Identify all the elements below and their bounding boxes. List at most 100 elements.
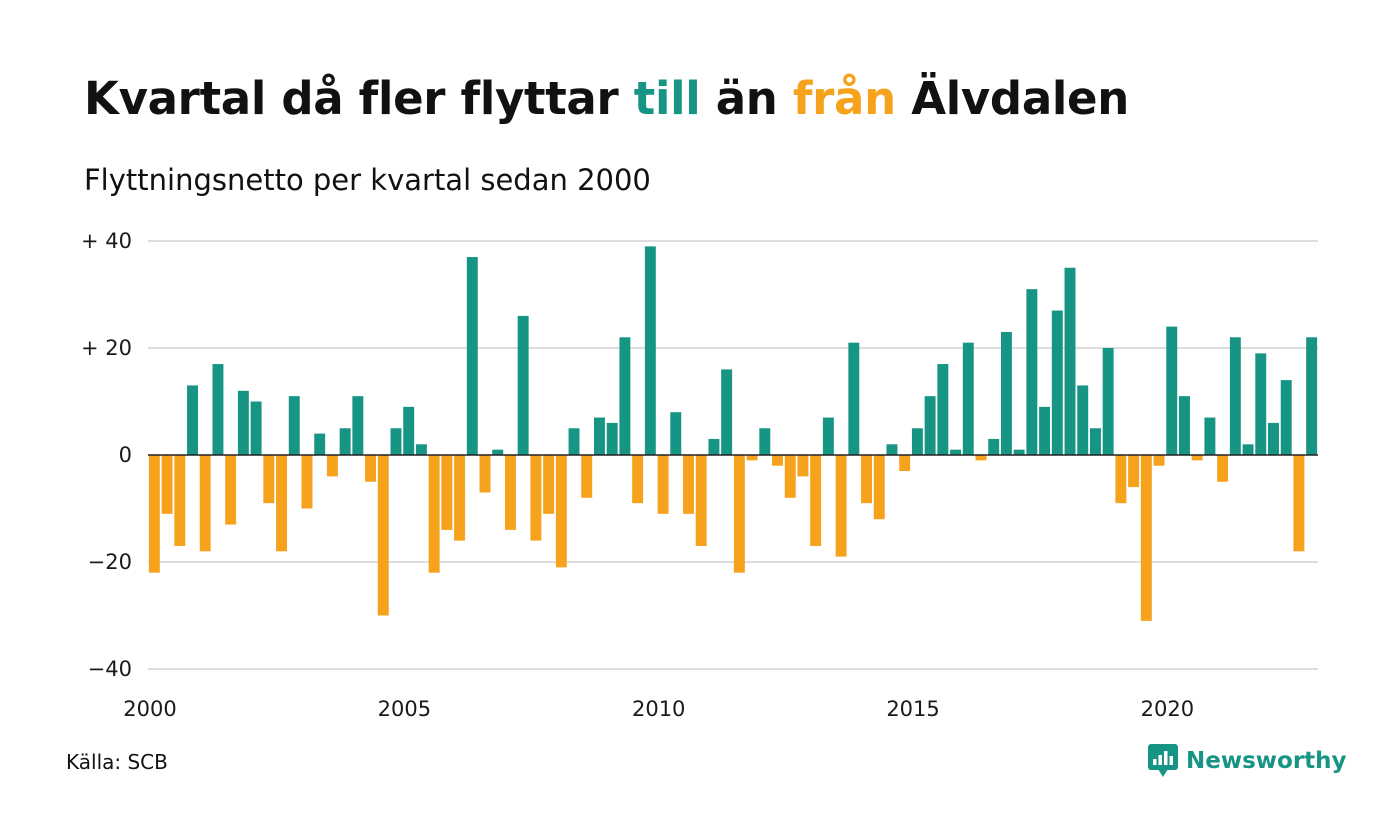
- bar: [530, 455, 542, 541]
- y-axis-tick-labels: + 40 + 20 0 −20 −40: [81, 229, 132, 681]
- bar: [479, 455, 491, 493]
- bar: [161, 455, 173, 514]
- bar: [555, 455, 567, 568]
- x-tick-label: 2010: [632, 697, 685, 721]
- bar: [606, 422, 618, 455]
- bar: [1153, 455, 1165, 466]
- bar: [1026, 289, 1038, 455]
- bar: [415, 444, 427, 455]
- bar: [352, 396, 364, 455]
- bar: [301, 455, 313, 509]
- bar: [517, 315, 529, 455]
- y-tick-label: 0: [119, 443, 132, 467]
- bar: [962, 342, 974, 455]
- bar: [899, 455, 911, 472]
- bars: [148, 246, 1318, 621]
- bar: [581, 455, 593, 498]
- bar: [504, 455, 516, 530]
- bar-chart-speech-bubble-icon: [1148, 744, 1178, 777]
- bar: [772, 455, 783, 466]
- x-axis-tick-labels: 2000 2005 2010 2015 2020: [123, 697, 1194, 721]
- bar: [1268, 422, 1279, 455]
- bar: [377, 455, 389, 616]
- bar: [174, 455, 186, 546]
- x-tick-label: 2020: [1141, 697, 1194, 721]
- bar: [695, 455, 707, 546]
- bar: [848, 342, 860, 455]
- title-part-1: Kvartal då fler flyttar: [84, 72, 634, 125]
- bar: [1013, 449, 1025, 455]
- bar: [950, 449, 962, 455]
- bar: [1242, 444, 1254, 455]
- bar: [1077, 385, 1089, 455]
- source-note: Källa: SCB: [66, 750, 168, 774]
- bar: [619, 337, 631, 455]
- chart-title: Kvartal då fler flyttar till än från Älv…: [84, 72, 1129, 125]
- bar: [339, 428, 351, 455]
- bar: [1051, 310, 1063, 455]
- bar: [911, 428, 923, 455]
- y-tick-label: −40: [88, 657, 132, 681]
- bar: [721, 369, 733, 455]
- title-part-3: Älvdalen: [895, 72, 1129, 125]
- bar: [861, 455, 872, 504]
- bar: [1217, 455, 1229, 482]
- bar: [835, 455, 847, 557]
- bar: [466, 257, 478, 455]
- bar: [314, 433, 326, 455]
- bar: [924, 396, 936, 455]
- title-part-2: än: [700, 72, 793, 125]
- bar: [403, 406, 415, 455]
- bar: [797, 455, 809, 477]
- y-tick-label: + 40: [81, 229, 132, 253]
- x-tick-label: 2015: [886, 697, 939, 721]
- bar: [708, 438, 720, 455]
- bar: [1064, 267, 1076, 455]
- bar: [441, 455, 453, 530]
- bar: [212, 364, 224, 455]
- bar: [594, 417, 605, 455]
- bar: [187, 385, 198, 455]
- bar: [1306, 337, 1318, 455]
- bar: [1102, 348, 1114, 455]
- bar: [1293, 455, 1305, 552]
- bar: [632, 455, 644, 504]
- bar: [810, 455, 822, 546]
- bar: [1166, 326, 1178, 455]
- bar: [822, 417, 834, 455]
- title-till-word: till: [633, 72, 701, 125]
- bar: [1140, 455, 1152, 621]
- bar: [873, 455, 885, 520]
- bar: [733, 455, 745, 573]
- bar: [1128, 455, 1140, 488]
- bar: [199, 455, 211, 552]
- bar: [237, 390, 249, 455]
- y-tick-label: + 20: [81, 336, 132, 360]
- x-tick-label: 2000: [123, 697, 176, 721]
- bar: [543, 455, 555, 514]
- bar: [1000, 331, 1012, 455]
- y-tick-label: −20: [88, 550, 132, 574]
- bar: [1255, 353, 1267, 455]
- bar: [988, 438, 1000, 455]
- bar: [746, 455, 758, 461]
- bar: [1115, 455, 1127, 504]
- grid-lines: [148, 240, 1318, 670]
- bar: [975, 455, 987, 461]
- bar: [365, 455, 377, 482]
- bar: [1204, 417, 1216, 455]
- bar: [657, 455, 669, 514]
- bar: [326, 455, 338, 477]
- bar: [568, 428, 580, 455]
- bar: [1229, 337, 1241, 455]
- bar: [250, 401, 262, 455]
- x-tick-label: 2005: [378, 697, 431, 721]
- bar: [1039, 406, 1051, 455]
- bar: [670, 412, 682, 455]
- bar: [1191, 455, 1203, 461]
- bar: [644, 246, 656, 455]
- bar: [937, 364, 949, 455]
- bar: [759, 428, 771, 455]
- bar: [148, 455, 160, 573]
